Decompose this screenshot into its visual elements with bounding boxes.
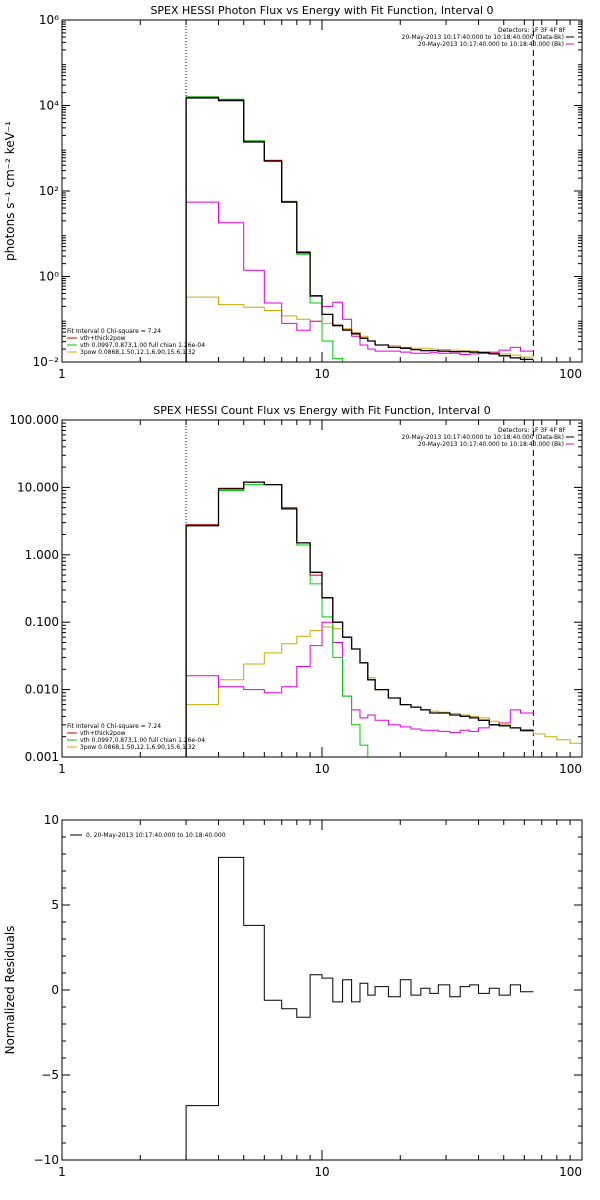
y-tick-label: 10⁴ bbox=[39, 99, 59, 113]
plot-frame bbox=[61, 819, 583, 1161]
chart-title: SPEX HESSI Count Flux vs Energy with Fit… bbox=[153, 404, 490, 417]
y-tick-label: 100.000 bbox=[9, 413, 59, 427]
y-tick-label: 1.000 bbox=[25, 548, 59, 562]
x-tick-label: 1 bbox=[58, 367, 66, 381]
fit-legend-entry: vth+thick2pow bbox=[80, 335, 126, 342]
y-tick-label: −10 bbox=[34, 1153, 59, 1167]
y-tick-label: 10⁻² bbox=[33, 355, 60, 369]
x-tick-label: 100 bbox=[559, 1165, 582, 1179]
x-tick-label: 10 bbox=[314, 367, 329, 381]
y-tick-label: 10 bbox=[44, 813, 59, 827]
y-tick-label: 0.001 bbox=[25, 750, 59, 764]
legend-entry: 20-May-2013 10:17:40.000 to 10:18:40.000… bbox=[418, 441, 564, 448]
chart-title: SPEX HESSI Photon Flux vs Energy with Fi… bbox=[150, 4, 493, 17]
fit-legend-entry: vth 0.0997,0.873,1.00 full chian 1.26e-0… bbox=[80, 342, 205, 349]
fit-summary: Fit Interval 0 Chi-square = 7.24 bbox=[67, 328, 161, 335]
fit-legend-entry: vth+thick2pow bbox=[80, 730, 126, 737]
chart-panel-1: SPEX HESSI Photon Flux vs Energy with Fi… bbox=[3, 4, 583, 381]
x-tick-label: 100 bbox=[559, 762, 582, 776]
legend-entry: 0. 20-May-2013 10:17:40.000 to 10:18:40.… bbox=[86, 832, 226, 839]
legend-title: Detectors: 1F 3F 4F 8F bbox=[498, 27, 567, 34]
fit-legend-entry: 3pow 0.0868,1.50,12.1,6.90,15.6,1.32 bbox=[80, 744, 196, 751]
y-tick-label: 0 bbox=[51, 983, 59, 997]
y-tick-label: 0.010 bbox=[25, 683, 59, 697]
chart-panel-3: Normalized Residuals 1 10 100 −10 −5 0 5 10 0. 20… bbox=[3, 813, 583, 1179]
y-axis-label: Normalized Residuals bbox=[3, 926, 17, 1055]
fit-thermal-line bbox=[185, 96, 352, 362]
plot-frame bbox=[61, 19, 583, 363]
legend-entry: 20-May-2013 10:17:40.000 to 10:18:40.000… bbox=[418, 41, 564, 48]
y-tick-label: −5 bbox=[41, 1068, 59, 1082]
fit-summary: Fit Interval 0 Chi-square = 7.24 bbox=[67, 723, 161, 730]
plot-frame bbox=[61, 419, 583, 758]
y-tick-label: 0.100 bbox=[25, 615, 59, 629]
x-tick-label: 10 bbox=[314, 1165, 329, 1179]
legend-entry: 20-May-2013 10:17:40.000 to 10:18:40.000… bbox=[402, 34, 564, 41]
y-tick-label: 10.000 bbox=[17, 480, 59, 494]
legend-title: Detectors: 1F 3F 4F 8F bbox=[498, 427, 567, 434]
y-tick-label: 5 bbox=[51, 898, 59, 912]
background-histogram bbox=[185, 621, 534, 757]
legend-entry: 20-May-2013 10:17:40.000 to 10:18:40.000… bbox=[402, 434, 564, 441]
chart-panel-2: SPEX HESSI Count Flux vs Energy with Fit… bbox=[9, 404, 583, 776]
x-tick-label: 1 bbox=[58, 1165, 66, 1179]
data-bk-histogram bbox=[185, 481, 534, 757]
x-tick-label: 1 bbox=[58, 762, 66, 776]
y-axis-label: photons s⁻¹ cm⁻² keV⁻¹ bbox=[3, 121, 17, 261]
x-tick-label: 100 bbox=[559, 367, 582, 381]
fit-powerlaw-line bbox=[185, 626, 582, 757]
fit-legend-entry: 3pow 0.0868,1.50,12.1,6.90,15.6,1.32 bbox=[80, 349, 196, 356]
fit-legend-entry: vth 0.0997,0.873,1.00 full chian 1.26e-0… bbox=[80, 737, 205, 744]
y-tick-label: 10⁰ bbox=[39, 270, 59, 284]
data-bk-histogram bbox=[185, 97, 534, 362]
residuals-histogram bbox=[185, 856, 534, 1160]
y-tick-label: 10⁶ bbox=[39, 13, 59, 27]
y-tick-label: 10² bbox=[39, 184, 59, 198]
fit-total-line bbox=[185, 96, 534, 362]
x-tick-label: 10 bbox=[314, 762, 329, 776]
